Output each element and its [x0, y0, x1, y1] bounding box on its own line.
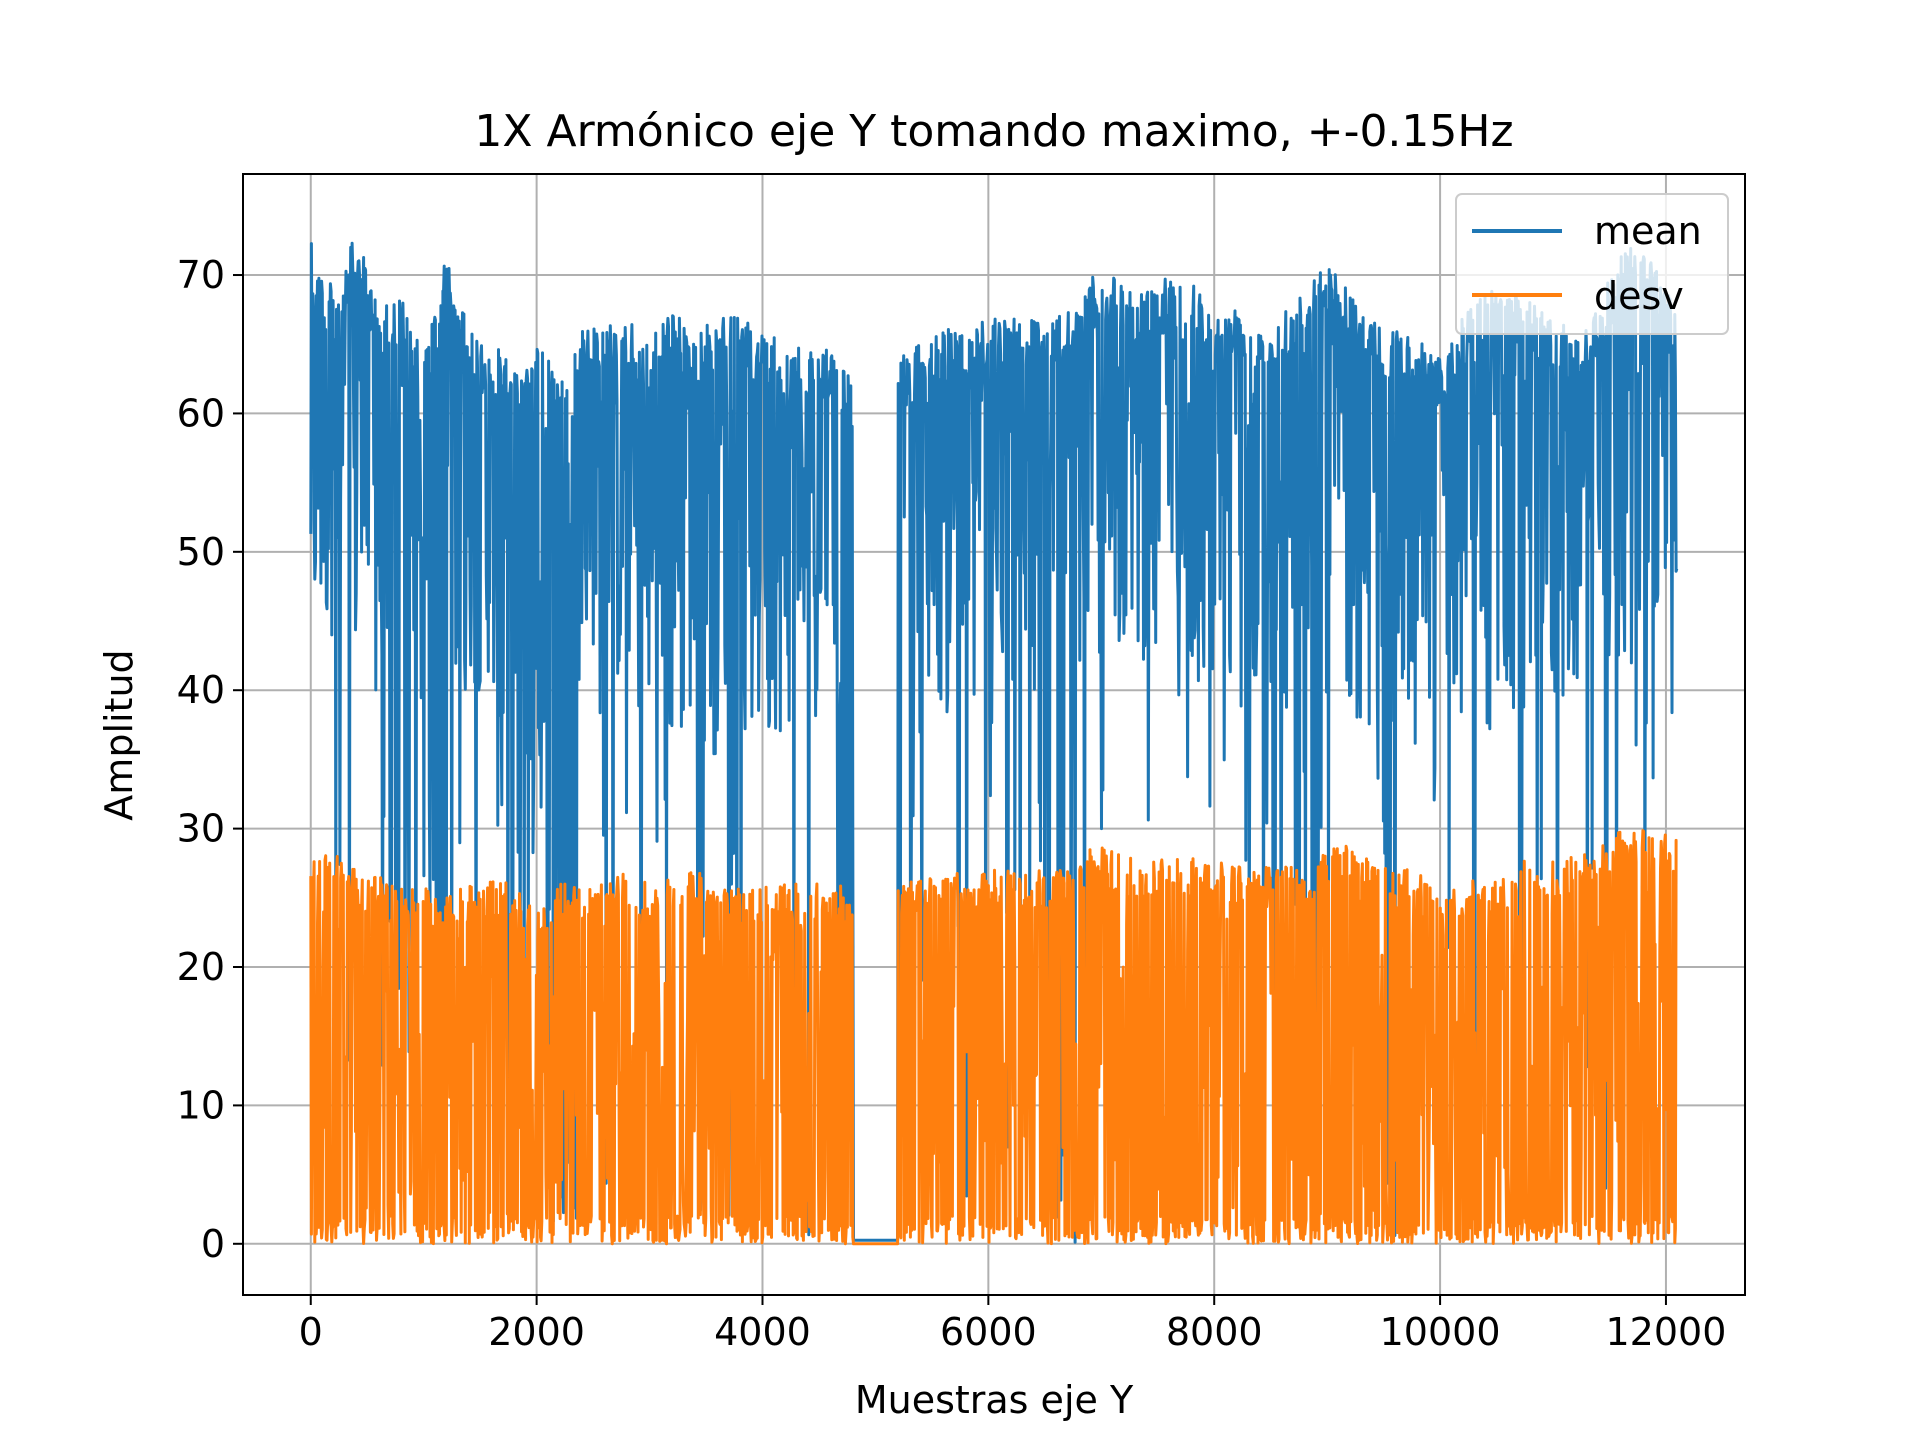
y-tick-label: 10 [177, 1083, 225, 1127]
x-tick-label: 0 [299, 1310, 323, 1354]
legend: mean desv [1455, 193, 1729, 335]
series-layer [309, 241, 1679, 1246]
y-tick-label: 30 [177, 807, 225, 851]
x-tick-label: 6000 [940, 1310, 1037, 1354]
plot-frame [242, 173, 1746, 1296]
x-tick-label: 2000 [488, 1310, 585, 1354]
y-tick-label: 60 [177, 391, 225, 435]
x-axis: 0 2000 4000 6000 8000 10000 12000 [299, 1295, 1727, 1354]
y-axis: 0 10 20 30 40 50 60 70 [177, 253, 243, 1266]
chart-title: 1X Armónico eje Y tomando maximo, +-0.15… [474, 106, 1513, 157]
legend-label-desv: desv [1594, 274, 1684, 318]
y-tick-label: 0 [201, 1222, 225, 1266]
y-tick-label: 50 [177, 530, 225, 574]
y-tick-label: 40 [177, 668, 225, 712]
x-tick-label: 8000 [1166, 1310, 1263, 1354]
x-axis-label: Muestras eje Y [855, 1378, 1134, 1422]
y-tick-label: 70 [177, 253, 225, 297]
y-axis-label: Amplitud [97, 649, 141, 820]
legend-label-mean: mean [1594, 209, 1702, 253]
x-tick-label: 4000 [714, 1310, 811, 1354]
x-tick-label: 12000 [1606, 1310, 1727, 1354]
y-tick-label: 20 [177, 945, 225, 989]
series-line-desv [309, 829, 1678, 1246]
x-tick-label: 10000 [1380, 1310, 1501, 1354]
